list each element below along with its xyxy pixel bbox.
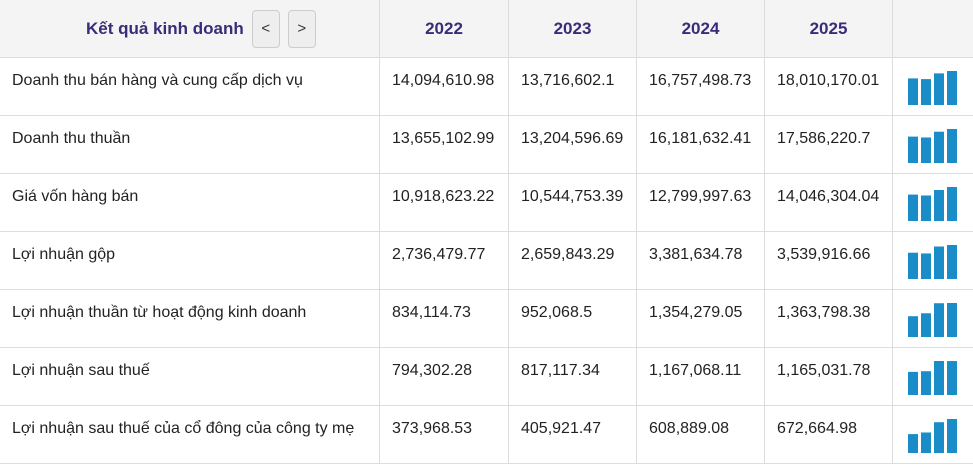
year-header: 2024 (637, 0, 765, 58)
value-cell: 14,094,610.98 (380, 58, 509, 116)
spark-bar (921, 79, 931, 105)
spark-bar (947, 71, 957, 105)
spark-bar (921, 137, 931, 163)
sparkline (908, 361, 957, 395)
value-cell: 10,544,753.39 (509, 174, 637, 232)
sparkline-cell (893, 348, 973, 406)
spark-bar (934, 422, 944, 453)
spark-bar (908, 434, 918, 453)
sparkline-cell (893, 116, 973, 174)
next-button[interactable]: > (287, 9, 316, 48)
value-cell: 794,302.28 (380, 348, 509, 406)
sparkline (908, 245, 957, 279)
value-cell: 1,354,279.05 (637, 290, 765, 348)
row-label: Lợi nhuận sau thuế (0, 348, 380, 406)
spark-bar (908, 194, 918, 221)
spark-bar (921, 432, 931, 453)
value-cell: 3,539,916.66 (765, 232, 893, 290)
spark-bar (908, 136, 918, 163)
value-cell: 1,165,031.78 (765, 348, 893, 406)
value-cell: 405,921.47 (509, 406, 637, 464)
value-cell: 608,889.08 (637, 406, 765, 464)
value-cell: 18,010,170.01 (765, 58, 893, 116)
year-header: 2025 (765, 0, 893, 58)
spark-bar (947, 303, 957, 337)
year-header: 2023 (509, 0, 637, 58)
value-cell: 12,799,997.63 (637, 174, 765, 232)
value-cell: 14,046,304.04 (765, 174, 893, 232)
spark-bar (934, 246, 944, 279)
value-cell: 3,381,634.78 (637, 232, 765, 290)
spark-bar (908, 78, 918, 105)
value-cell: 1,167,068.11 (637, 348, 765, 406)
sparkline (908, 303, 957, 337)
spark-bar (908, 371, 918, 395)
value-cell: 16,181,632.41 (637, 116, 765, 174)
spark-bar (947, 245, 957, 279)
spark-bar (947, 187, 957, 221)
value-cell: 817,117.34 (509, 348, 637, 406)
row-label: Doanh thu bán hàng và cung cấp dịch vụ (0, 58, 380, 116)
value-cell: 13,204,596.69 (509, 116, 637, 174)
header-cell: Kết quả kinh doanh < > (0, 0, 380, 58)
sparkline (908, 129, 957, 163)
spark-bar (934, 131, 944, 163)
row-label: Doanh thu thuần (0, 116, 380, 174)
value-cell: 373,968.53 (380, 406, 509, 464)
spark-bar (934, 190, 944, 221)
value-cell: 1,363,798.38 (765, 290, 893, 348)
row-label: Lợi nhuận gộp (0, 232, 380, 290)
value-cell: 13,655,102.99 (380, 116, 509, 174)
sparkline-cell (893, 290, 973, 348)
row-label: Lợi nhuận thuần từ hoạt động kinh doanh (0, 290, 380, 348)
value-cell: 952,068.5 (509, 290, 637, 348)
prev-button[interactable]: < (251, 9, 280, 48)
spark-bar (947, 129, 957, 163)
sparkline (908, 419, 957, 453)
sparkline (908, 187, 957, 221)
sparkline (908, 71, 957, 105)
sparkline-cell (893, 58, 973, 116)
sparkline-cell (893, 406, 973, 464)
value-cell: 2,736,479.77 (380, 232, 509, 290)
spark-bar (908, 316, 918, 337)
spark-bar (921, 313, 931, 337)
value-cell: 17,586,220.7 (765, 116, 893, 174)
value-cell: 10,918,623.22 (380, 174, 509, 232)
value-cell: 672,664.98 (765, 406, 893, 464)
row-label: Giá vốn hàng bán (0, 174, 380, 232)
sparkline-cell (893, 232, 973, 290)
spark-bar (921, 253, 931, 279)
header-cell (893, 0, 973, 58)
spark-bar (947, 419, 957, 453)
year-header: 2022 (380, 0, 509, 58)
spark-bar (921, 195, 931, 221)
value-cell: 16,757,498.73 (637, 58, 765, 116)
row-label: Lợi nhuận sau thuế của cổ đông của công … (0, 406, 380, 464)
sparkline-cell (893, 174, 973, 232)
spark-bar (934, 361, 944, 395)
spark-bar (947, 361, 957, 395)
spark-bar (934, 73, 944, 105)
value-cell: 834,114.73 (380, 290, 509, 348)
spark-bar (908, 252, 918, 279)
value-cell: 13,716,602.1 (509, 58, 637, 116)
spark-bar (934, 303, 944, 337)
table-title: Kết quả kinh doanh (86, 18, 244, 38)
value-cell: 2,659,843.29 (509, 232, 637, 290)
spark-bar (921, 371, 931, 395)
